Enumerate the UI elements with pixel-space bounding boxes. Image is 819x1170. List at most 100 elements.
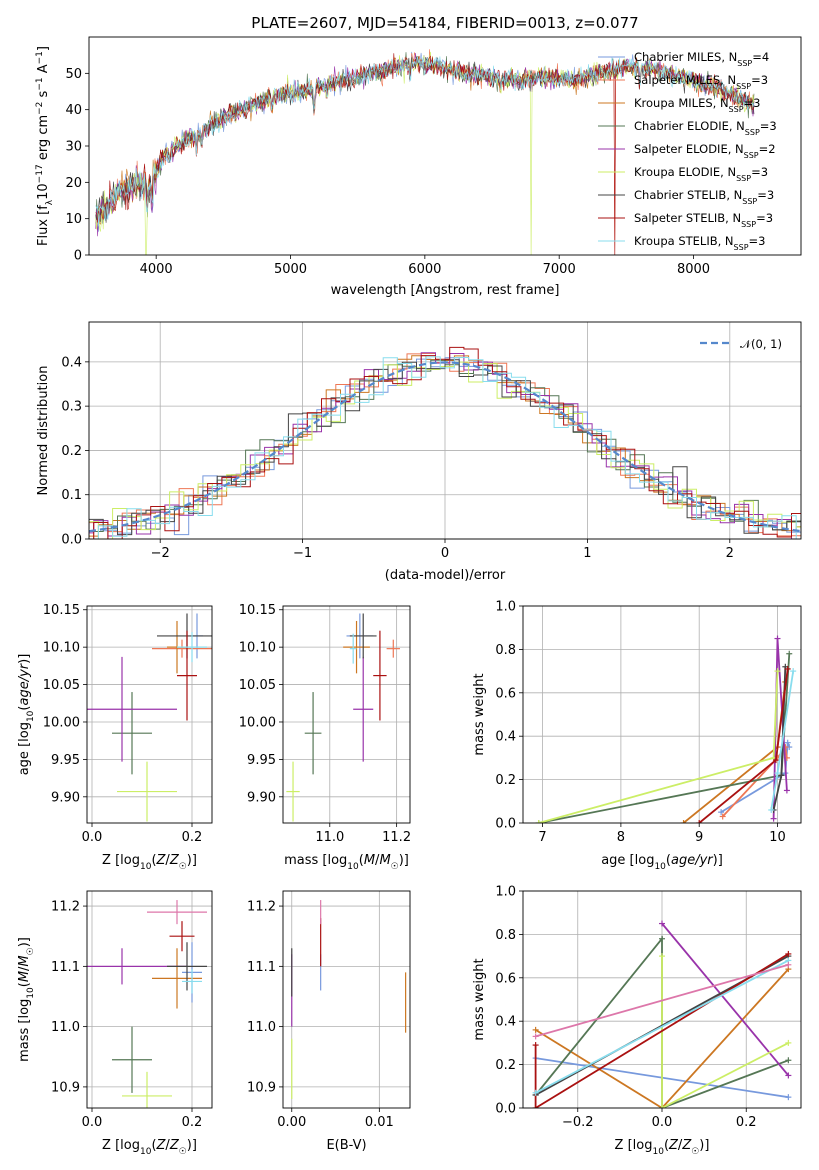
x-tick-label: 11.2 xyxy=(382,830,411,845)
legend-nssp: =3 xyxy=(749,234,766,248)
legend-model: Salpeter ELODIE, N xyxy=(634,142,744,156)
weight_vs_age-ylabel: mass weight xyxy=(472,673,487,755)
y-tick-label: 0.4 xyxy=(495,1015,516,1030)
spectrum-frame xyxy=(88,36,802,256)
x-tick-label: 1 xyxy=(583,546,591,561)
spectrum-ylabel: Flux [fλ10−17 erg cm−2 s−1 A−1] xyxy=(35,46,55,246)
x-tick-label: 9 xyxy=(695,830,703,845)
mass_vs_Z-xlabel-part: / xyxy=(165,1138,170,1153)
spectrum-xlabel: wavelength [Angstrom, rest frame] xyxy=(331,283,560,298)
age_vs_mass-xlabel-part: 10 xyxy=(347,862,359,872)
age_vs_Z-xlabel-part: ☉ xyxy=(179,862,187,872)
legend-nssp: =3 xyxy=(751,165,768,179)
age_vs_mass-xlabel-part: )] xyxy=(399,853,409,868)
y-tick-label: 10.10 xyxy=(239,641,276,656)
weight_vs_Z-ylabel: mass weight xyxy=(472,958,487,1040)
legend-sub: SSP xyxy=(741,220,756,229)
spectrum-ylabel-part: s xyxy=(36,90,51,101)
spectrum-line-salpeter-elodie xyxy=(95,52,755,237)
errorbar-salpeter-elodie xyxy=(87,656,177,762)
legend-nssp: =4 xyxy=(752,50,769,64)
y-tick-label: 0.8 xyxy=(495,643,516,658)
legend-sub: SSP xyxy=(745,128,760,137)
y-tick-label: 10.05 xyxy=(239,678,276,693)
legend-entry: Salpeter STELIB, NSSP=3 xyxy=(634,211,773,229)
errorbar-chabrier-stelib xyxy=(167,942,207,991)
weight-line-salpeter-elodie xyxy=(661,922,790,1077)
errorbar-salpeter-stelib xyxy=(373,630,387,721)
mass_vs_Z-xlabel-part: ☉ xyxy=(179,1147,187,1157)
mass_vs_Z-ylabel-part: ☉ xyxy=(26,947,36,955)
mass_vs_Z-ylabel-part: M xyxy=(17,971,32,982)
errorbar-chabrier-stelib xyxy=(349,613,377,659)
legend-entry: Chabrier MILES, NSSP=4 xyxy=(634,50,769,68)
y-tick-label: 0.3 xyxy=(61,400,82,415)
weight_vs_Z-frame xyxy=(522,890,802,1109)
spectrum-line-salpeter-stelib xyxy=(95,53,755,255)
mass_vs_Z-xlabel-part: Z xyxy=(169,1138,180,1153)
age_vs_Z-xlabel-part: ( xyxy=(151,853,156,868)
age_vs_Z-ylabel-part: 10 xyxy=(26,710,36,722)
errorbar-salpeter-elodie xyxy=(87,948,187,985)
spectrum-ylabel-part: −1 xyxy=(35,51,45,64)
x-tick-label: 0.2 xyxy=(736,1115,757,1130)
errorbar-chabrier-elodie xyxy=(304,692,322,775)
age_vs_mass-xlabel-part: ( xyxy=(359,853,364,868)
errorbar-kroupa-elodie xyxy=(286,761,300,822)
x-tick-label: −0.2 xyxy=(562,1115,594,1130)
y-tick-label: 50 xyxy=(65,67,82,82)
errorbar-kroupa-miles xyxy=(152,948,202,1009)
age_vs_Z-ylabel-part: )] xyxy=(17,654,32,664)
age_vs_mass-axes: 11.0 11.2 9.90 9.95 10.00 10.05 10.10 10.15 xyxy=(239,603,411,845)
age_vs_Z-xlabel-part: Z xyxy=(156,853,167,868)
x-tick-label: −1 xyxy=(293,546,312,561)
gaussian-curve xyxy=(89,361,801,533)
weight_vs_Z-axes: −0.2 0.0 0.2 0.0 0.2 0.4 0.6 0.8 1.0 xyxy=(495,885,801,1130)
y-tick-label: 11.1 xyxy=(51,960,80,975)
legend-model: Salpeter STELIB, N xyxy=(634,211,741,225)
age_vs_Z-xlabel-part: Z [log xyxy=(102,853,140,868)
y-tick-label: 0.4 xyxy=(61,355,82,370)
mass_vs_Z-xlabel-part: ( xyxy=(151,1138,156,1153)
x-tick-label: 0.0 xyxy=(82,1115,103,1130)
weight_vs_Z-xlabel-part: Z xyxy=(681,1138,692,1153)
mass_vs_Z-ylabel-part: / xyxy=(17,966,32,971)
residuals-frame xyxy=(88,321,802,540)
legend-nssp: =3 xyxy=(760,119,777,133)
spectrum-xlabel-part: wavelength [Angstrom, rest frame] xyxy=(331,283,560,298)
legend-entry: Kroupa STELIB, NSSP=3 xyxy=(634,234,765,252)
y-tick-label: 10.15 xyxy=(239,603,276,618)
y-tick-label: 10.15 xyxy=(43,603,80,618)
y-tick-label: 10.10 xyxy=(43,641,80,656)
weight_vs_age-xlabel-part: age/yr xyxy=(671,853,714,868)
weight_vs_age-lines xyxy=(535,635,797,823)
errorbar-kroupa-stelib xyxy=(182,969,202,994)
y-tick-label: 10.9 xyxy=(247,1080,276,1095)
legend-sub: SSP xyxy=(736,174,751,183)
y-tick-label: 10.00 xyxy=(239,715,276,730)
legend-sub: SSP xyxy=(736,82,751,91)
y-tick-label: 0.4 xyxy=(495,730,516,745)
mass_vs_Z-axes: 0.0 0.2 10.9 11.0 11.1 11.2 xyxy=(51,891,212,1130)
spectrum-ylabel-part: ] xyxy=(36,46,51,51)
y-tick-label: 1.0 xyxy=(495,600,516,615)
age_vs_Z-xlabel-part: / xyxy=(165,853,170,868)
weight_vs_Z-lines xyxy=(532,920,792,1108)
spectrum-ylabel-part: A xyxy=(36,64,51,77)
y-tick-label: 0.2 xyxy=(495,773,516,788)
age_vs_mass-xlabel-part: mass [log xyxy=(284,853,347,868)
age_vs_mass-xlabel-part: / xyxy=(375,853,380,868)
mass_vs_ebv-axes: 0.00 0.01 10.9 11.0 11.1 11.2 xyxy=(247,891,410,1130)
mass_vs_Z-xlabel-part: )] xyxy=(187,1138,197,1153)
histogram-kroupa-miles xyxy=(89,355,801,537)
age_vs_mass-frame xyxy=(282,605,411,824)
x-tick-label: 8 xyxy=(617,830,625,845)
weight_vs_Z-xlabel-part: ☉ xyxy=(691,1147,699,1157)
weight_vs_Z-xlabel: Z [log10(Z/Z☉)] xyxy=(615,1138,710,1157)
age_vs_Z-ylabel-part: age/yr xyxy=(17,662,32,705)
legend-entry: Salpeter ELODIE, NSSP=2 xyxy=(634,142,776,160)
residuals-ylabel: Normed distribution xyxy=(36,366,51,496)
y-tick-label: 0.8 xyxy=(495,928,516,943)
y-tick-label: 40 xyxy=(65,103,82,118)
